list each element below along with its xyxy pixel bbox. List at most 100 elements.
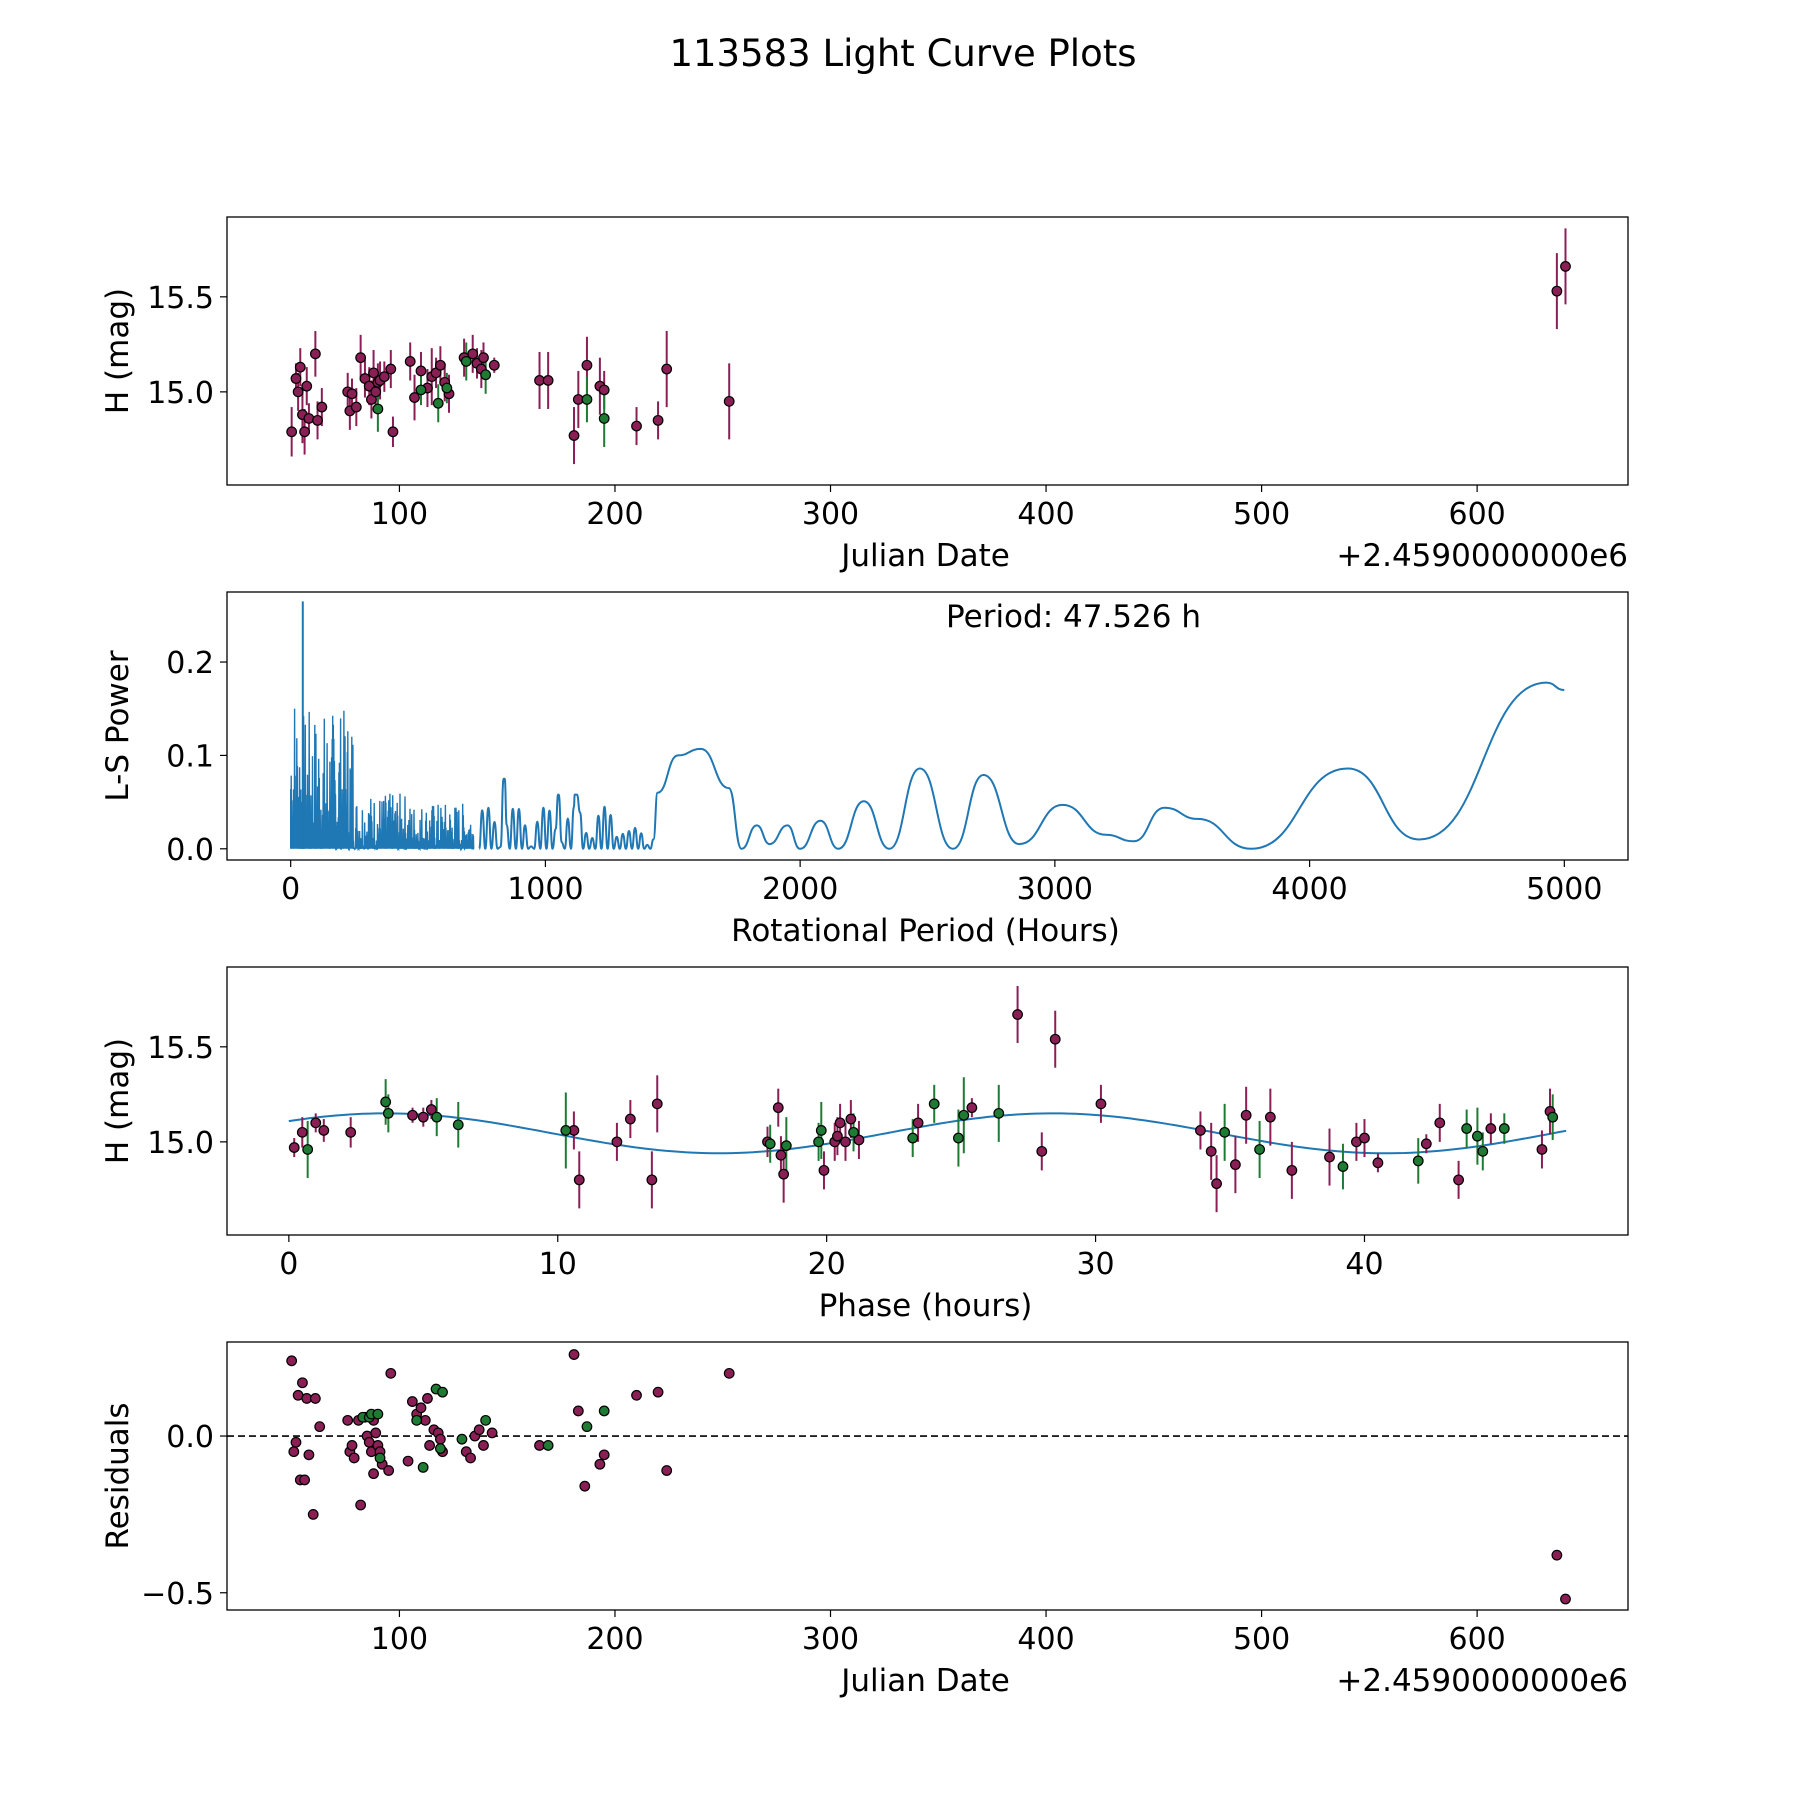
data-point [764, 1138, 776, 1150]
data-point [775, 1149, 787, 1161]
data-point [1219, 1126, 1231, 1138]
data-point [460, 356, 472, 367]
axes-frame [226, 1341, 1629, 1611]
data-point [465, 1452, 476, 1464]
data-point [928, 1098, 940, 1110]
data-point [370, 1427, 382, 1439]
data-point [456, 1433, 468, 1445]
data-point [346, 388, 358, 400]
data-point [486, 1427, 498, 1439]
data-point [415, 1402, 427, 1414]
data-point [350, 401, 362, 413]
data-point [598, 1449, 610, 1461]
x-tick-label: 5000 [1526, 872, 1602, 907]
data-point [301, 380, 313, 392]
data-point [302, 1144, 314, 1155]
data-point [286, 426, 298, 438]
data-point [318, 1125, 330, 1136]
data-point [853, 1134, 865, 1146]
x-tick-label: 4000 [1271, 872, 1347, 907]
data-point [1254, 1144, 1265, 1155]
data-point [907, 1132, 919, 1144]
data-point [723, 395, 735, 407]
data-point [478, 352, 489, 364]
data-point [1012, 1009, 1023, 1020]
data-point [1412, 1155, 1424, 1167]
data-point [1240, 1109, 1252, 1121]
data-point [307, 1508, 319, 1520]
data-point [542, 1440, 554, 1451]
data-point [1453, 1174, 1464, 1186]
data-point [411, 1414, 423, 1426]
y-axis-label: Residuals [100, 1402, 136, 1549]
data-point [316, 401, 328, 413]
axes-frame [226, 966, 1629, 1236]
data-point [598, 384, 610, 396]
data-point [309, 1393, 321, 1404]
data-point [778, 1168, 790, 1180]
x-tick-label: 500 [1233, 1622, 1290, 1657]
y-tick-label: −0.5 [141, 1577, 214, 1612]
data-point [355, 352, 367, 364]
data-point [1337, 1161, 1349, 1172]
data-point [1195, 1125, 1206, 1136]
x-tick-label: 400 [1017, 497, 1074, 532]
residuals-panel: 100 200 300 400 500 600 −0.5 0.0 Julian Date Resi… [100, 1341, 1629, 1699]
data-point [1211, 1178, 1222, 1190]
x-tick-label: 600 [1448, 497, 1505, 532]
data-point [309, 348, 321, 360]
data-point [1036, 1145, 1048, 1157]
data-point [1498, 1123, 1510, 1134]
data-point [848, 1126, 859, 1138]
data-point [480, 1414, 492, 1426]
data-point [409, 392, 420, 403]
x-tick-label: 3000 [1017, 872, 1093, 907]
data-point [651, 1098, 663, 1110]
data-point [467, 348, 479, 360]
data-point [294, 361, 306, 373]
data-point [406, 1396, 418, 1407]
x-tick-label: 20 [808, 1247, 846, 1282]
data-point [312, 414, 323, 426]
phase-curve-panel: 0 10 20 30 40 15.0 15.5 Phase (hours) H (mag) [100, 966, 1629, 1324]
x-tick-label: 0 [279, 1247, 298, 1282]
data-point [432, 397, 444, 409]
data-point [434, 359, 446, 371]
data-point [296, 1126, 308, 1138]
x-tick-label: 300 [802, 1622, 859, 1657]
x-tick-label: 500 [1233, 497, 1290, 532]
y-tick-label: 0.0 [166, 833, 214, 868]
data-point [374, 1452, 386, 1464]
data-point [912, 1117, 924, 1129]
data-point [815, 1125, 827, 1136]
data-point [422, 1393, 433, 1404]
data-point [1229, 1159, 1241, 1171]
data-point [780, 1140, 792, 1152]
figure-title: 113583 Light Curve Plots [669, 32, 1136, 75]
data-point [845, 1113, 857, 1125]
data-point [385, 363, 397, 375]
data-point [1485, 1123, 1497, 1134]
data-point [299, 1474, 310, 1486]
data-point [314, 1421, 326, 1433]
data-point [310, 1117, 322, 1129]
periodogram-line [478, 681, 1565, 850]
data-point [840, 1136, 851, 1148]
x-axis-label: Julian Date [839, 538, 1010, 574]
data-point [560, 1125, 572, 1136]
data-point [385, 1367, 397, 1379]
data-point [581, 394, 593, 405]
x-axis-label: Julian Date [839, 1663, 1010, 1699]
data-point [958, 1109, 970, 1121]
data-point [303, 1449, 315, 1461]
data-point [723, 1367, 735, 1379]
y-tick-label: 0.2 [166, 646, 214, 681]
data-point [1095, 1098, 1107, 1110]
data-point [568, 1349, 580, 1360]
x-tick-label: 400 [1017, 1622, 1074, 1657]
data-point [368, 367, 379, 379]
x-tick-label: 600 [1448, 1622, 1505, 1657]
data-point [1461, 1123, 1473, 1134]
data-point [292, 386, 304, 398]
data-point [303, 413, 315, 424]
